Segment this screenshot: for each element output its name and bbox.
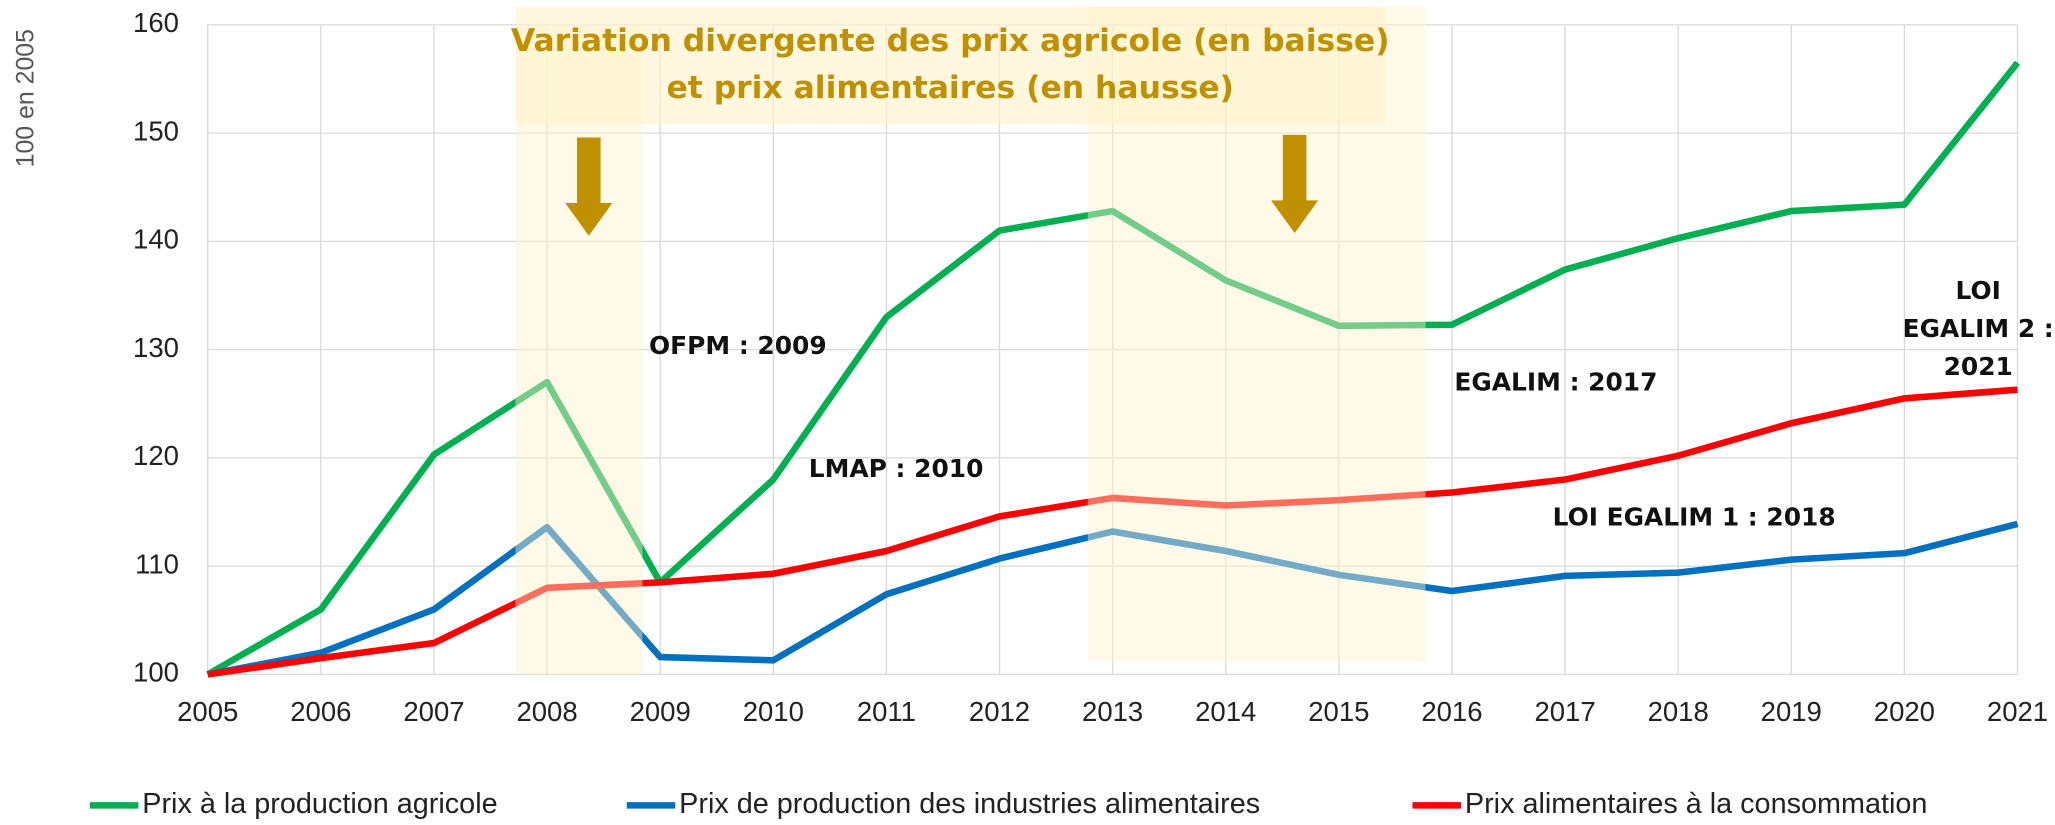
x-tick-label: 2019: [1761, 696, 1822, 727]
x-tick-label: 2012: [969, 696, 1030, 727]
annotation-line: EGALIM : 2017: [1454, 368, 1657, 397]
annotation-line: LOI EGALIM 1 : 2018: [1553, 503, 1836, 532]
texts: 100 110 120 130 140 150 160 2005 2006 2007 2008 200…: [12, 7, 2054, 820]
arrow: [1271, 134, 1319, 234]
annotation-line: 2021: [1944, 352, 2013, 381]
x-tick-label: 2007: [403, 696, 464, 727]
highlight-band: [515, 26, 643, 675]
annotation: EGALIM : 2017: [1454, 368, 1657, 397]
x-tick-label: 2011: [857, 696, 916, 727]
x-tick-label: 2013: [1082, 696, 1143, 727]
annotation: OFPM : 2009: [649, 331, 827, 360]
x-tick-label: 2017: [1534, 696, 1595, 727]
title-line: et prix alimentaires (en hausse): [666, 70, 1234, 106]
annotation: LOI EGALIM 2 : 2021: [1903, 276, 2054, 381]
annotation: LOI EGALIM 1 : 2018: [1553, 503, 1836, 532]
legend-label: Prix à la production agricole: [142, 788, 497, 820]
x-tick-label: 2021: [1987, 696, 2048, 727]
annotation-line: EGALIM 2 :: [1903, 314, 2054, 343]
series-line: [206, 60, 2021, 678]
y-tick-label: 140: [133, 224, 179, 255]
grid: [207, 24, 2019, 676]
x-tick-label: 2014: [1195, 696, 1256, 727]
chart-title: Variation divergente des prix agricole (…: [511, 23, 1390, 106]
x-tick-label: 2008: [516, 696, 577, 727]
annotation: LMAP : 2010: [809, 454, 984, 483]
series-line: [207, 386, 2018, 678]
y-tick-label: 110: [135, 548, 179, 579]
title-banner: [515, 6, 1387, 125]
x-tick-label: 2015: [1308, 696, 1369, 727]
y-axis-label: 100 en 2005: [12, 29, 40, 167]
x-tick-label: 2018: [1648, 696, 1709, 727]
title-line: Variation divergente des prix agricole (…: [511, 23, 1390, 59]
x-tick-label: 2009: [630, 696, 691, 727]
arrow: [565, 137, 613, 236]
y-tick-label: 160: [133, 7, 179, 38]
legend-label: Prix alimentaires à la consommation: [1465, 788, 1928, 820]
x-tick-label: 2016: [1421, 696, 1482, 727]
legend-label: Prix de production des industries alimen…: [679, 788, 1260, 820]
annotation-line: LOI: [1956, 276, 2001, 305]
series-line: [207, 520, 2019, 678]
annotation-line: LMAP : 2010: [809, 454, 984, 483]
x-tick-label: 2020: [1874, 696, 1935, 727]
y-tick-label: 150: [133, 115, 179, 146]
x-tick-label: 2005: [177, 696, 238, 727]
x-tick-label: 2006: [290, 696, 351, 727]
y-tick-label: 130: [133, 332, 179, 363]
lines: [206, 60, 2021, 678]
x-tick-label: 2010: [743, 696, 804, 727]
annotation-line: OFPM : 2009: [649, 331, 827, 360]
y-tick-label: 100: [133, 657, 179, 688]
y-tick-label: 120: [133, 440, 179, 471]
